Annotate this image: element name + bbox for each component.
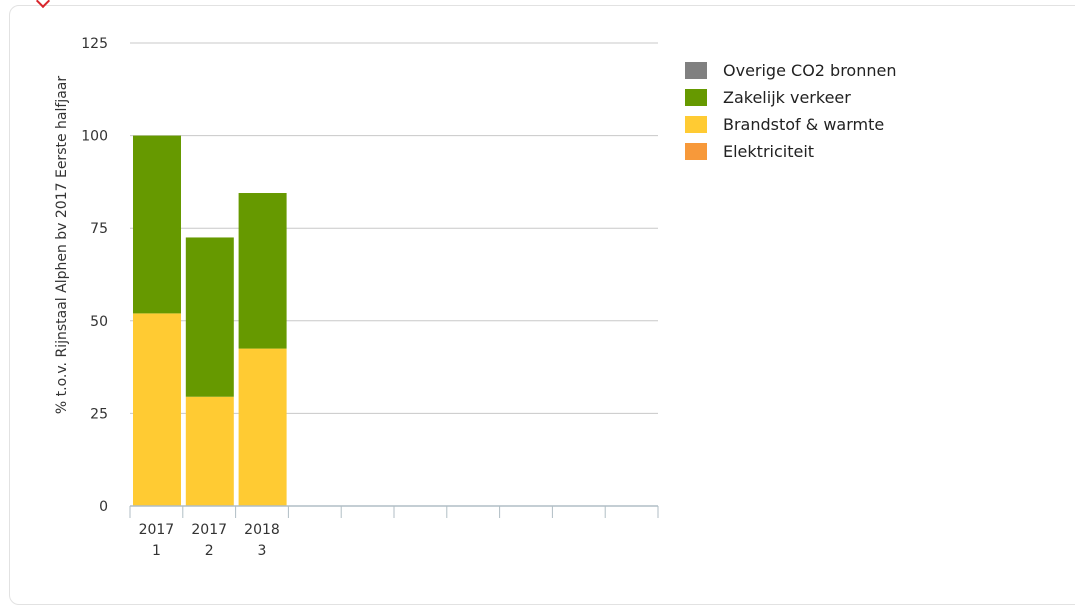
- y-tick-label: 25: [90, 406, 108, 422]
- y-axis-label: % t.o.v. Rijnstaal Alphen bv 2017 Eerste…: [54, 76, 70, 414]
- bar-segment: [238, 348, 287, 506]
- x-tick-label-top: 2017: [191, 522, 227, 538]
- legend-swatch: [685, 62, 707, 79]
- x-tick-label-bottom: 3: [258, 543, 267, 559]
- legend-swatch: [685, 116, 707, 133]
- legend: Overige CO2 bronnen Zakelijk verkeer Brand…: [685, 61, 896, 161]
- bar-segment: [133, 313, 181, 506]
- y-tick-label: 75: [90, 221, 108, 237]
- x-tick-label-top: 2018: [244, 522, 280, 538]
- x-axis: 2017 1 2017 2 2018 3: [129, 505, 659, 559]
- x-tick-label-bottom: 1: [152, 543, 161, 559]
- y-tick-label: 100: [81, 129, 108, 145]
- legend-label: Brandstof & warmte: [723, 115, 884, 134]
- bar-segment: [185, 396, 234, 506]
- bar-segment: [133, 135, 181, 314]
- legend-label: Overige CO2 bronnen: [723, 61, 896, 80]
- bar-segment: [185, 237, 234, 397]
- y-tick-label: 125: [81, 36, 108, 52]
- y-tick-label: 0: [99, 499, 108, 515]
- legend-swatch: [685, 89, 707, 106]
- bar-segment: [238, 193, 287, 349]
- x-tick-label-bottom: 2: [205, 543, 214, 559]
- legend-swatch: [685, 143, 707, 160]
- legend-label: Zakelijk verkeer: [723, 88, 851, 107]
- legend-label: Elektriciteit: [723, 142, 814, 161]
- bars: [133, 135, 287, 506]
- y-axis-ticks: 0 25 50 75 100 125: [81, 36, 108, 515]
- y-tick-label: 50: [90, 314, 108, 330]
- x-tick-label-top: 2017: [139, 522, 175, 538]
